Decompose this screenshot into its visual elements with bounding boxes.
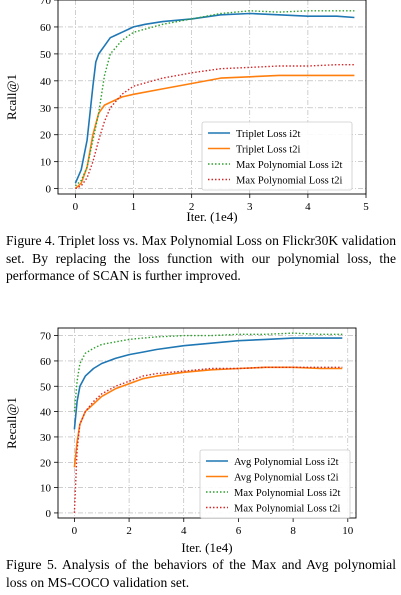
legend-box [199,449,351,519]
legend-label-3: Max Polynomial Loss i2t [234,488,341,499]
x-tick-label: 2 [189,201,195,213]
x-tick-label: 10 [342,525,354,537]
y-tick-label: 50 [40,49,52,61]
y-tick-label: 10 [40,157,52,169]
x-tick-label: 0 [72,525,78,537]
y-tick-label: 70 [40,331,52,343]
legend-label-2: Avg Polynomial Loss t2i [234,472,339,483]
y-tick-label: 0 [46,508,52,520]
y-tick-label: 30 [40,432,52,444]
plot-frame [57,0,367,195]
y-tick-label: 40 [40,407,52,419]
legend-box [201,121,353,191]
legend-label-4: Max Polynomial Loss t2i [234,503,341,514]
y-tick-label: 60 [40,356,52,368]
x-tick-label: 4 [305,201,311,213]
legend-label-1: Triplet Loss i2t [236,129,300,140]
x-tick-label: 1 [131,201,137,213]
x-tick-label: 3 [247,201,253,213]
x-axis-label: Iter. (1e4) [186,209,237,224]
x-axis-label: Iter. (1e4) [181,540,232,555]
figure-5-caption: Figure 5. Analysis of the behaviors of t… [6,557,396,590]
chart-recall-mscoco: 0 2 4 6 8 10 0 10 20 30 40 50 60 70 Iter. (1e4) Recall@… [4,327,357,555]
y-axis-label: Rcall@1 [4,74,19,120]
y-tick-label: 20 [40,457,52,469]
y-tick-label: 10 [40,483,52,495]
y-tick-label: 20 [40,130,52,142]
series-line-3 [73,332,343,412]
y-tick-label: 60 [40,22,52,34]
x-tick-label: 6 [236,525,242,537]
series-line-1 [74,12,355,184]
y-tick-label: 70 [40,0,52,7]
y-tick-label: 50 [40,381,52,393]
y-axis-label: Recall@1 [4,397,19,449]
legend: Avg Polynomial Loss i2t Avg Polynomial Lo… [199,449,351,519]
x-tick-label: 0 [73,201,79,213]
legend-label-2: Triplet Loss t2i [236,144,300,155]
series-line-1 [73,337,343,430]
series-line-2 [74,74,355,190]
legend: Triplet Loss i2t Triplet Loss t2i Max Poly… [201,121,353,191]
x-tick-label: 8 [290,525,296,537]
legend-label-3: Max Polynomial Loss i2t [236,160,343,171]
x-tick-label: 2 [126,525,132,537]
y-tick-label: 0 [46,184,52,196]
x-tick-label: 5 [363,201,369,213]
y-tick-label: 30 [40,103,52,115]
figure-4-caption: Figure 4. Triplet loss vs. Max Polynomia… [6,233,396,283]
legend-label-1: Avg Polynomial Loss i2t [234,457,339,468]
legend-label-4: Max Polynomial Loss t2i [236,175,343,186]
series-line-4 [73,366,343,513]
figure-5: 0 2 4 6 8 10 0 10 20 30 40 50 60 70 Iter. (1e4) Recall@… [0,300,401,555]
y-tick-label: 40 [40,76,52,88]
x-tick-label: 4 [181,525,187,537]
figure-4: 0 1 2 3 4 5 0 10 20 30 40 50 60 70 Iter. (1e4) Rcall@1 T… [0,0,401,224]
